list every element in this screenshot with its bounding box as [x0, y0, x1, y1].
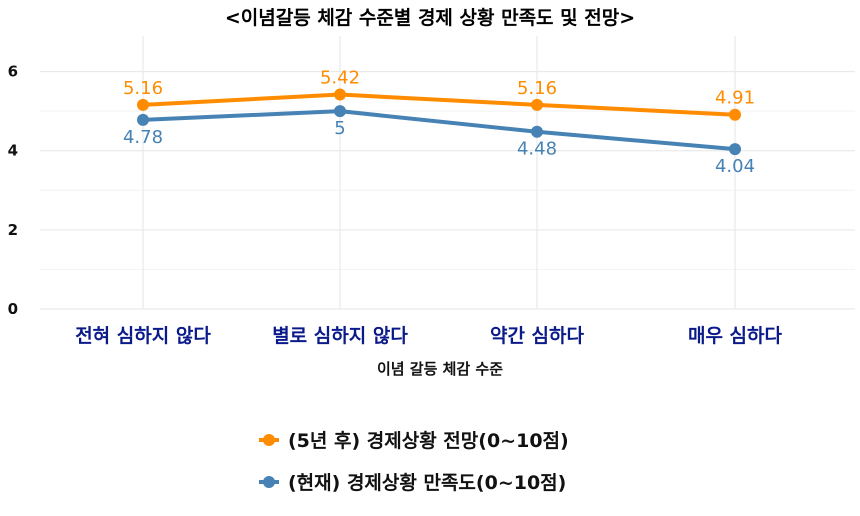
- series-layer: 5.16 5.42 5.16 4.91 4.78 5 4.48 4.04: [123, 68, 755, 178]
- x-axis-ticks: 전혀 심하지 않다 별로 심하지 않다 약간 심하다 매우 심하다: [75, 325, 782, 347]
- series-line: [141, 109, 737, 152]
- x-tick-label: 매우 심하다: [688, 325, 783, 347]
- data-label: 5.42: [320, 68, 360, 89]
- x-tick-label: 약간 심하다: [490, 325, 585, 347]
- series-0: 5.16 5.42 5.16 4.91: [123, 68, 755, 121]
- data-point: [729, 108, 741, 121]
- series-line: [141, 92, 737, 117]
- y-tick-label: 2: [8, 221, 18, 239]
- data-label: 4.04: [715, 156, 755, 177]
- data-point: [137, 113, 149, 126]
- x-axis-label: 이념 갈등 체감 수준: [377, 360, 503, 378]
- data-label: 5.16: [123, 78, 163, 99]
- data-label: 5: [334, 118, 345, 139]
- legend-item: (5년 후) 경제상황 전망(0~10점): [259, 429, 569, 452]
- data-label: 4.48: [517, 139, 557, 160]
- data-point: [531, 98, 543, 111]
- y-tick-label: 6: [8, 63, 18, 81]
- data-point: [334, 88, 346, 101]
- legend-label: (현재) 경제상황 만족도(0~10점): [288, 471, 566, 494]
- y-tick-label: 4: [8, 142, 18, 160]
- data-point: [531, 125, 543, 138]
- series-1: 4.78 5 4.48 4.04: [123, 105, 755, 177]
- x-tick-label: 전혀 심하지 않다: [75, 325, 211, 347]
- x-tick-label: 별로 심하지 않다: [272, 325, 408, 347]
- chart-title: <이념갈등 체감 수준별 경제 상황 만족도 및 전망>: [225, 6, 635, 29]
- legend-swatch-marker: [263, 476, 275, 488]
- data-label: 4.78: [123, 127, 163, 148]
- legend-item: (현재) 경제상황 만족도(0~10점): [259, 471, 566, 494]
- data-point: [729, 143, 741, 156]
- data-label: 5.16: [517, 78, 557, 99]
- legend-label: (5년 후) 경제상황 전망(0~10점): [288, 429, 569, 452]
- data-point: [137, 98, 149, 111]
- legend: (5년 후) 경제상황 전망(0~10점) (현재) 경제상황 만족도(0~10점…: [259, 429, 569, 494]
- data-point: [334, 105, 346, 118]
- data-label: 4.91: [715, 88, 755, 109]
- y-tick-label: 0: [8, 300, 18, 318]
- legend-swatch-marker: [263, 434, 275, 446]
- y-axis-ticks: 0 2 4 6: [8, 63, 18, 318]
- grid-lines: [40, 36, 855, 310]
